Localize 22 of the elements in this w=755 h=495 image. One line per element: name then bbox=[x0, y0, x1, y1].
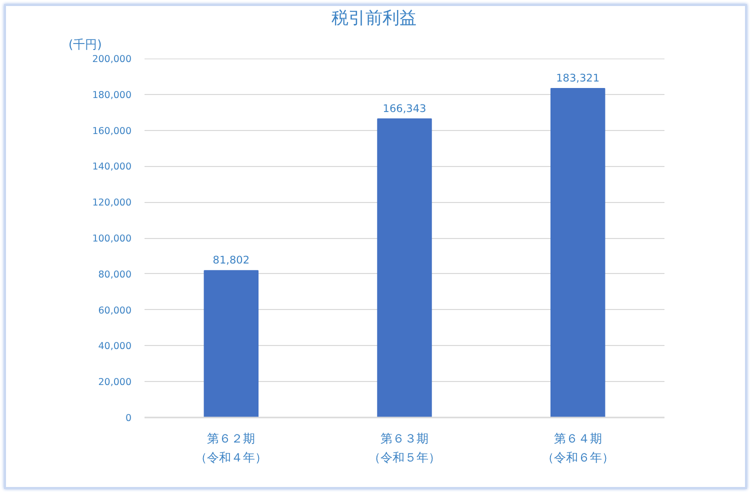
data-label: 81,802 bbox=[212, 254, 250, 267]
x-tick-label: 第６４期（令和６年） bbox=[542, 432, 614, 464]
y-tick-label: 0 bbox=[125, 413, 132, 424]
y-tick-label: 120,000 bbox=[92, 198, 132, 209]
chart-title: 税引前利益 bbox=[332, 8, 416, 28]
data-label: 166,343 bbox=[382, 102, 426, 115]
x-tick-label: 第６２期（令和４年） bbox=[195, 432, 268, 464]
data-label: 183,321 bbox=[556, 72, 600, 84]
bar bbox=[377, 118, 432, 418]
y-tick-label: 140,000 bbox=[92, 162, 132, 173]
y-tick-label: 200,000 bbox=[92, 54, 132, 65]
x-tick-label: 第６３期（令和５年） bbox=[368, 432, 440, 464]
y-tick-label: 80,000 bbox=[98, 269, 132, 280]
y-tick-label: 40,000 bbox=[98, 341, 132, 352]
y-tick-label: 100,000 bbox=[92, 234, 132, 244]
bar bbox=[204, 270, 259, 418]
y-tick-label: 20,000 bbox=[98, 377, 132, 388]
y-tick-label: 160,000 bbox=[92, 126, 132, 137]
y-tick-label: 180,000 bbox=[92, 90, 132, 101]
bar bbox=[550, 88, 606, 418]
y-axis-title: (千円) bbox=[68, 38, 102, 52]
y-tick-label: 60,000 bbox=[98, 305, 132, 316]
